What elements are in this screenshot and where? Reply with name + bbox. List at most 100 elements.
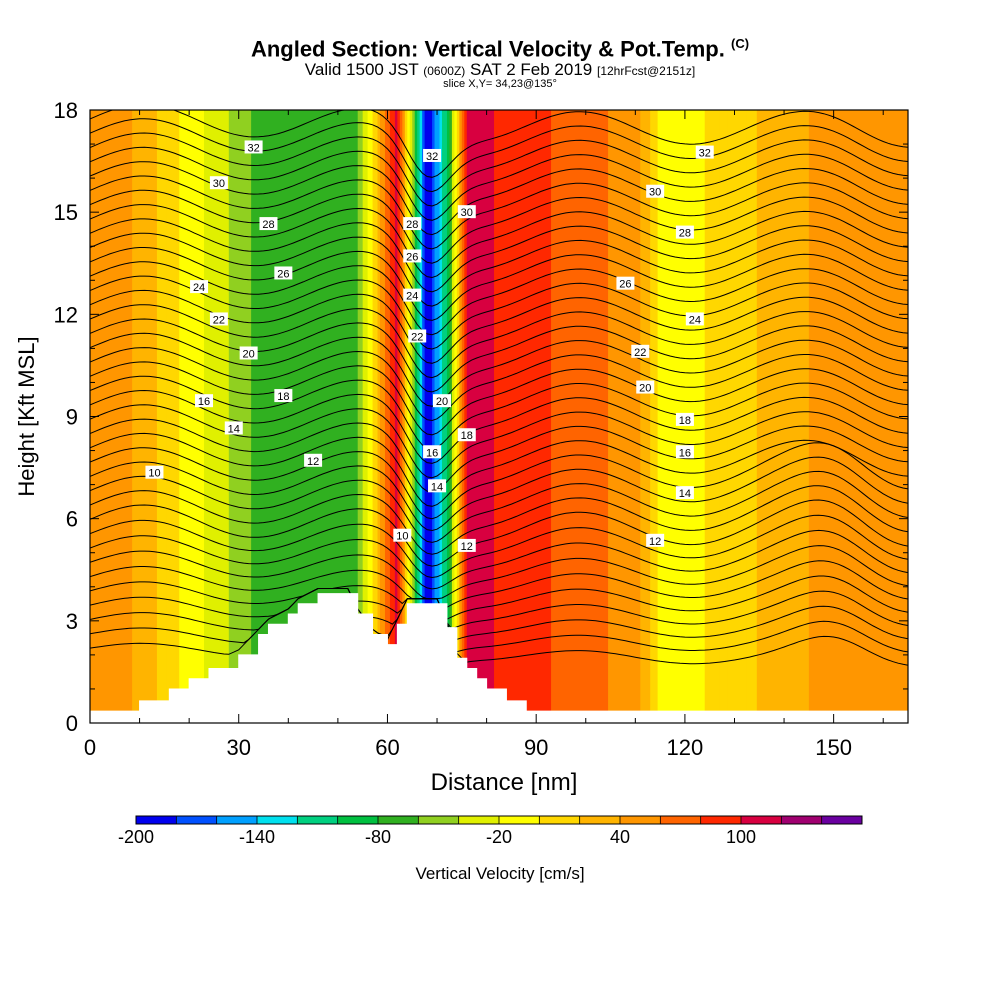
- contour-label-text: 32: [426, 151, 438, 163]
- contour-label-bg: [675, 225, 694, 239]
- colorbar-tick-label: -20: [486, 827, 512, 847]
- velocity-column: [142, 110, 146, 723]
- contour-label: 12: [304, 453, 323, 468]
- velocity-column: [528, 110, 532, 723]
- velocity-column: [779, 110, 783, 723]
- velocity-column: [417, 110, 421, 723]
- velocity-column: [315, 110, 319, 723]
- velocity-column: [761, 110, 765, 723]
- theta-contour-line: [90, 318, 908, 393]
- velocity-column: [781, 110, 785, 723]
- contour-label-bg: [428, 479, 447, 493]
- contour-label: 14: [224, 421, 243, 435]
- velocity-column: [407, 110, 411, 723]
- theta-contour-line: [90, 218, 908, 293]
- velocity-column: [836, 110, 840, 723]
- velocity-column: [404, 110, 408, 723]
- velocity-column: [226, 110, 230, 723]
- valid-time: Valid 1500 JST: [304, 60, 419, 79]
- velocity-column: [667, 110, 671, 723]
- velocity-column: [791, 110, 795, 723]
- contour-label-text: 30: [213, 178, 225, 190]
- velocity-column: [838, 110, 842, 723]
- y-tick-label: 3: [66, 609, 78, 634]
- velocity-column: [558, 110, 562, 723]
- velocity-column: [880, 110, 884, 723]
- velocity-column: [712, 110, 716, 723]
- velocity-column: [865, 110, 869, 723]
- colorbar-swatch: [136, 816, 177, 824]
- velocity-column: [342, 110, 346, 723]
- y-tick-label: 15: [54, 200, 78, 225]
- velocity-column: [875, 110, 879, 723]
- velocity-column: [553, 110, 557, 723]
- velocity-column: [208, 110, 213, 723]
- velocity-column: [717, 110, 721, 723]
- velocity-column: [853, 110, 857, 723]
- velocity-column: [546, 110, 550, 723]
- velocity-column: [665, 110, 669, 723]
- contour-label-bg: [259, 217, 278, 231]
- colorbar-swatch: [821, 816, 863, 824]
- velocity-column: [615, 110, 619, 723]
- contour-label: 18: [457, 428, 476, 442]
- contour-label-text: 24: [193, 282, 205, 294]
- colorbar: -200 -140 -80 -20 40 100: [118, 815, 863, 847]
- velocity-column: [199, 110, 203, 723]
- contour-label-text: 22: [213, 314, 225, 326]
- velocity-column: [563, 110, 567, 723]
- contour-label-bg: [695, 145, 714, 159]
- velocity-column: [327, 110, 332, 723]
- colorbar-swatch: [620, 816, 661, 824]
- velocity-column: [464, 110, 468, 723]
- colorbar-swatch: [297, 816, 339, 824]
- velocity-column: [868, 110, 872, 723]
- velocity-column: [531, 110, 535, 723]
- theta-contour-line: [90, 361, 908, 436]
- velocity-column: [427, 110, 431, 723]
- velocity-column: [662, 110, 666, 723]
- contour-label: 26: [403, 249, 422, 263]
- contour-label-bg: [636, 380, 655, 394]
- velocity-column: [719, 110, 723, 723]
- velocity-column: [595, 110, 599, 723]
- velocity-column: [345, 110, 349, 723]
- velocity-column: [248, 110, 252, 723]
- contour-label-text: 12: [649, 536, 661, 548]
- velocity-column: [732, 110, 736, 723]
- velocity-column: [231, 110, 235, 723]
- velocity-column: [724, 110, 728, 723]
- velocity-column: [409, 110, 413, 723]
- velocity-column: [756, 110, 760, 723]
- velocity-column: [481, 110, 485, 723]
- contour-label-text: 20: [639, 383, 651, 395]
- velocity-column: [251, 110, 255, 723]
- y-axis: 0 3 6 9 12 15 18 Height [Kft MSL]: [14, 98, 908, 736]
- theta-contour-line: [90, 118, 908, 193]
- colorbar-swatch: [378, 816, 419, 824]
- velocity-column: [139, 110, 143, 723]
- theta-contour-line: [90, 575, 908, 620]
- velocity-column: [137, 110, 141, 723]
- velocity-column: [883, 110, 887, 723]
- velocity-column: [127, 110, 131, 723]
- velocity-column: [253, 110, 257, 723]
- velocity-column: [164, 110, 168, 723]
- velocity-column: [194, 110, 198, 723]
- contour-label-bg: [304, 453, 323, 467]
- velocity-column: [151, 110, 156, 723]
- velocity-column: [766, 110, 770, 723]
- contour-label: 32: [423, 148, 442, 163]
- velocity-column: [521, 110, 525, 723]
- velocity-column: [449, 110, 453, 723]
- velocity-column: [722, 110, 726, 723]
- contour-label-bg: [457, 538, 476, 552]
- contour-label: 22: [408, 329, 427, 343]
- velocity-column: [211, 110, 215, 723]
- colorbar-swatch: [700, 816, 742, 824]
- velocity-column: [132, 110, 136, 723]
- theta-contour-line: [90, 375, 908, 450]
- velocity-column: [124, 110, 128, 723]
- velocity-column: [122, 110, 126, 723]
